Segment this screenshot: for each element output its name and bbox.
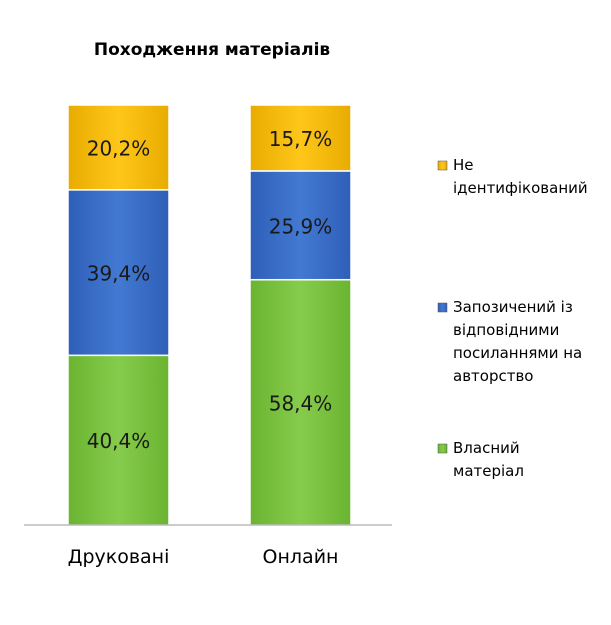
legend: Не ідентифікований Запозичений із відповідн… [437,156,588,480]
bar-printed-own-material [67,354,170,526]
legend-swatch-unidentified [437,160,448,171]
legend-label-line: ідентифікований [453,179,588,197]
bar-online-borrowed [249,170,352,281]
data-label-printed-own-material: 40,4% [87,429,151,453]
bars-layer: 40,4% 39,4% 20,2% 58,4% 25,9% 15,7% [67,104,352,526]
data-label-online-own-material: 58,4% [269,391,333,415]
legend-label-line: Власний [453,439,520,457]
bar-online-unidentified [249,104,352,172]
chart-title: Походження матеріалів [94,40,331,60]
data-label-online-unidentified: 15,7% [269,127,333,151]
data-label-printed-borrowed: 39,4% [87,262,151,286]
legend-item-borrowed: Запозичений із відповідними посиланнями на… [437,298,582,385]
legend-label-line: Не [453,156,474,174]
legend-label-line: посиланнями на [453,344,582,362]
category-label-printed: Друковані [68,546,170,568]
legend-label-line: авторство [453,367,533,385]
bar-online-own-material [249,278,352,526]
legend-item-unidentified: Не ідентифікований [437,156,588,197]
legend-swatch-borrowed [437,302,448,313]
category-label-online: Онлайн [263,546,339,568]
legend-label-line: матеріал [453,462,524,480]
legend-item-own-material: Власний матеріал [437,439,524,480]
bar-printed-unidentified [67,104,170,191]
legend-label-line: відповідними [453,321,559,339]
legend-label-line: Запозичений із [453,298,573,316]
data-label-online-borrowed: 25,9% [269,214,333,238]
bar-printed-borrowed [67,189,170,357]
category-labels: Друковані Онлайн [68,546,339,568]
legend-swatch-own-material [437,443,448,454]
data-label-printed-unidentified: 20,2% [87,136,151,160]
